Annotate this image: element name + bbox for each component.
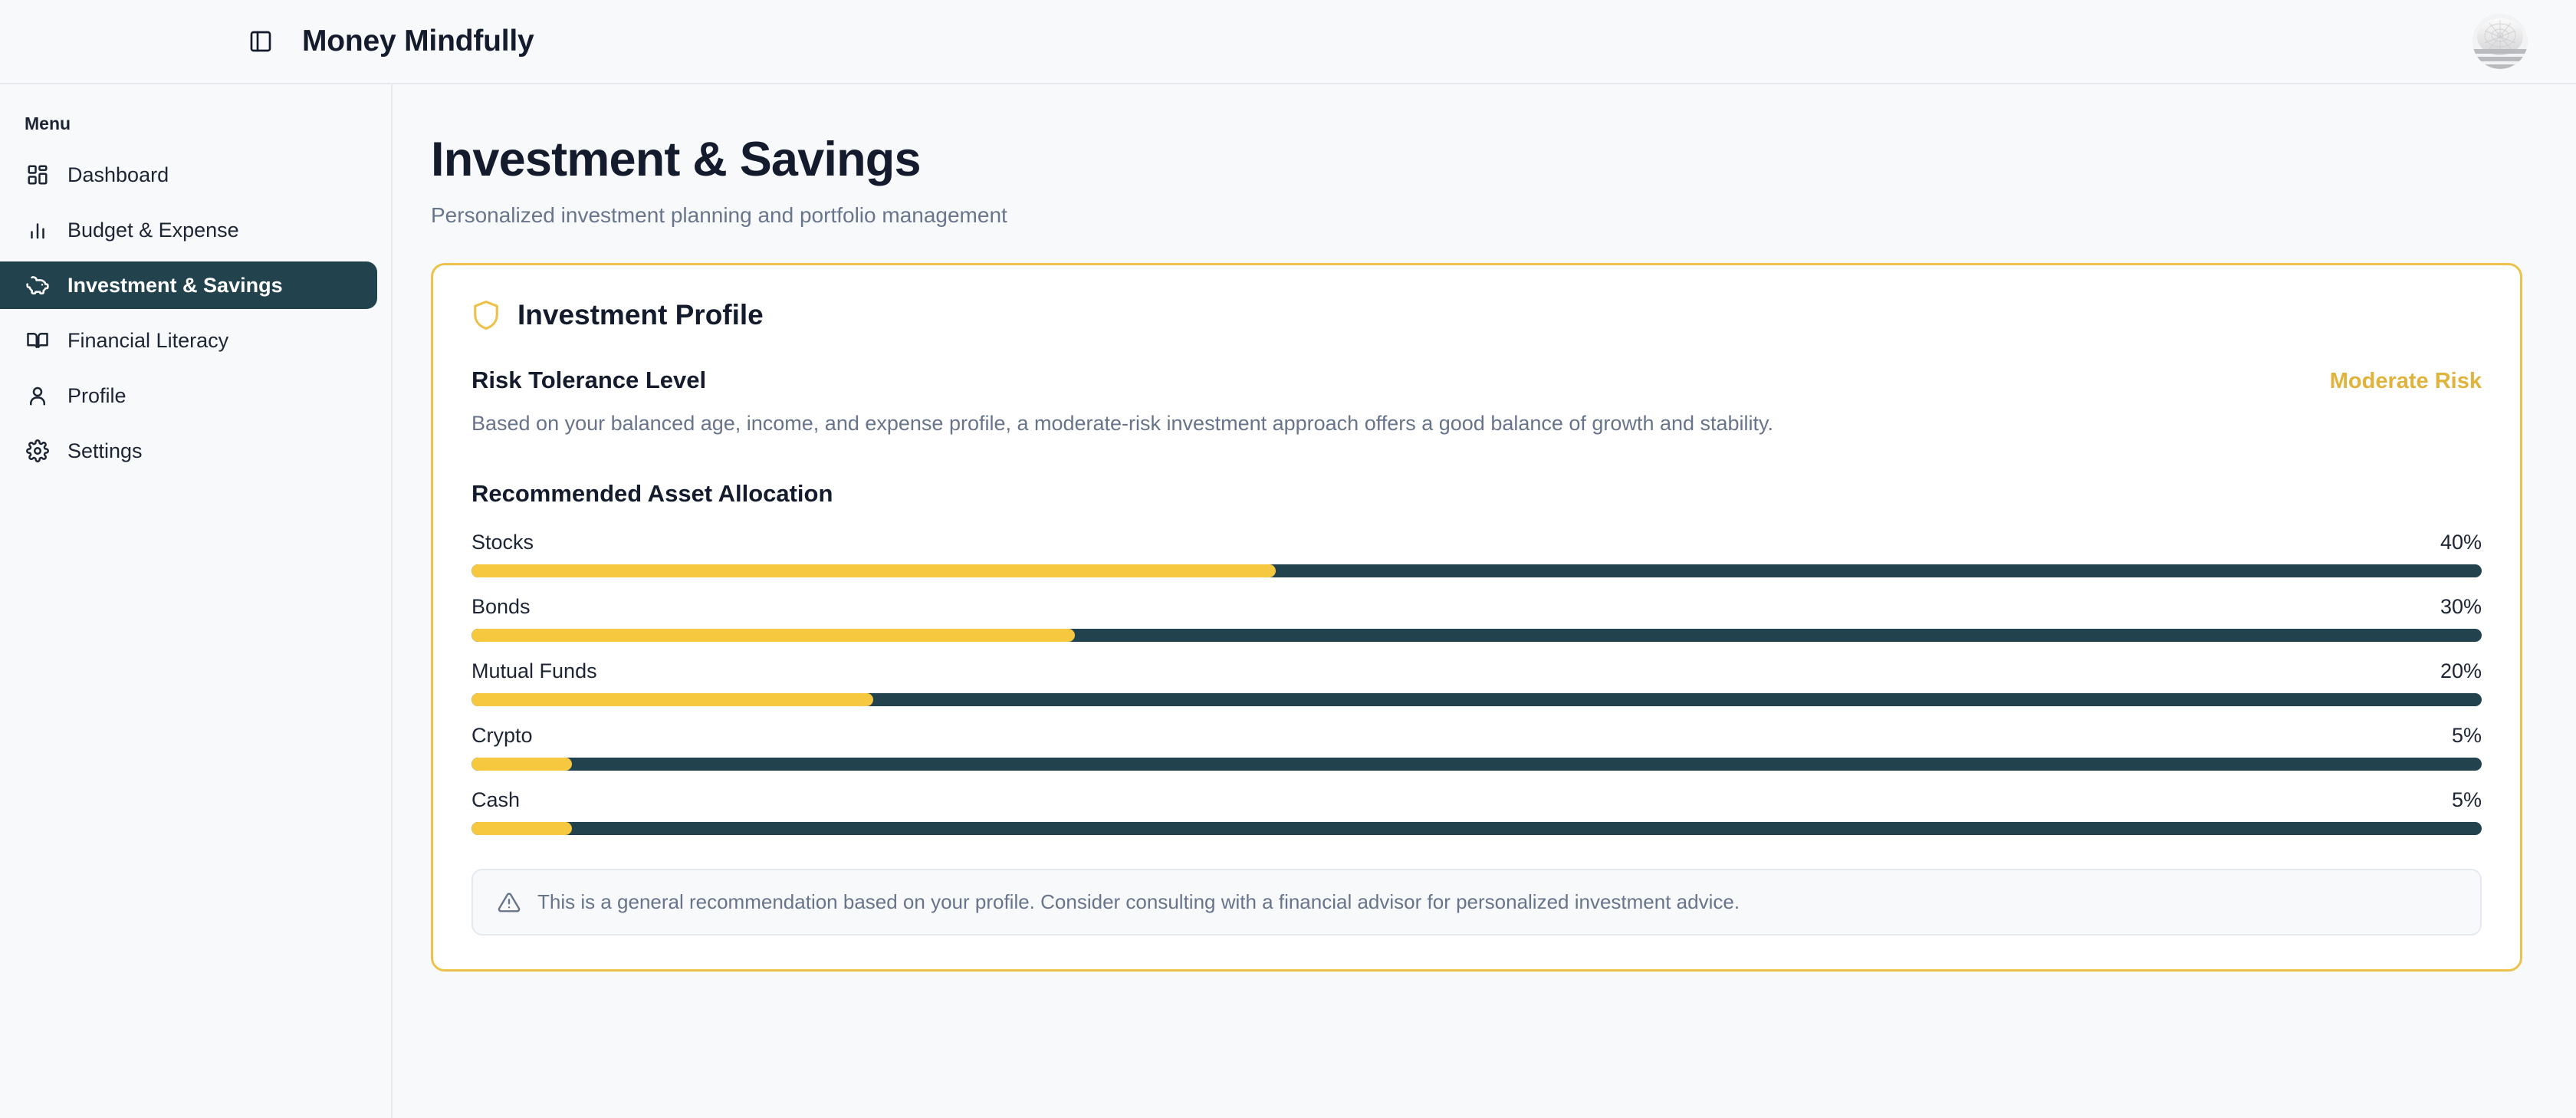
allocation-percent: 20% <box>2440 659 2482 682</box>
allocation-row: Mutual Funds 20% <box>472 659 2482 706</box>
bar-chart-icon <box>25 217 51 243</box>
allocation-bar-track <box>472 758 2482 771</box>
allocation-row: Crypto 5% <box>472 724 2482 771</box>
sidebar-item-label: Dashboard <box>67 163 169 186</box>
allocation-bar-track <box>472 822 2482 835</box>
sidebar-item-label: Investment & Savings <box>67 273 283 297</box>
allocation-heading: Recommended Asset Allocation <box>472 480 833 507</box>
page-subtitle: Personalized investment planning and por… <box>431 203 1007 227</box>
card-title: Investment Profile <box>518 299 764 330</box>
sidebar-toggle-button[interactable] <box>244 25 278 58</box>
allocation-percent: 5% <box>2451 788 2482 811</box>
sidebar-item-label: Profile <box>67 383 127 407</box>
sidebar-item-label: Settings <box>67 439 143 462</box>
allocation-percent: 40% <box>2440 531 2482 554</box>
allocation-bar-fill <box>472 629 1075 642</box>
top-bar: Money Mindfully <box>0 0 2576 84</box>
main-content: Investment & Savings Personalized invest… <box>394 84 2576 1118</box>
sidebar-item-label: Financial Literacy <box>67 328 229 352</box>
app-title: Money Mindfully <box>302 25 534 58</box>
allocation-bar-track <box>472 564 2482 577</box>
sidebar: Menu Dashboard Budget & Expense <box>0 84 393 1118</box>
allocation-row: Bonds 30% <box>472 595 2482 642</box>
allocation-percent: 5% <box>2451 724 2482 747</box>
gear-icon <box>25 438 51 464</box>
warning-triangle-icon <box>498 891 521 914</box>
allocation-bar-track <box>472 629 2482 642</box>
sidebar-item-budget-expense[interactable]: Budget & Expense <box>0 206 377 254</box>
sidebar-item-dashboard[interactable]: Dashboard <box>0 151 377 199</box>
user-avatar-image <box>2472 14 2528 69</box>
shield-icon <box>472 299 501 331</box>
allocation-bar-fill <box>472 758 573 771</box>
sidebar-item-settings[interactable]: Settings <box>0 427 377 475</box>
allocation-label: Mutual Funds <box>472 659 597 682</box>
panel-left-icon <box>248 29 273 54</box>
user-icon <box>25 383 51 409</box>
allocation-label: Bonds <box>472 595 531 618</box>
allocation-bar-fill <box>472 822 573 835</box>
investment-profile-card: Investment Profile Risk Tolerance Level … <box>431 263 2522 972</box>
book-open-icon <box>25 327 51 353</box>
risk-tolerance-row: Risk Tolerance Level Moderate Risk <box>472 367 2482 394</box>
allocation-label: Stocks <box>472 531 534 554</box>
grid-icon <box>25 162 51 188</box>
risk-description: Based on your balanced age, income, and … <box>472 412 1774 435</box>
allocation-bar-fill <box>472 564 1276 577</box>
sidebar-item-investment-savings[interactable]: Investment & Savings <box>0 261 377 309</box>
disclaimer-notice: This is a general recommendation based o… <box>472 869 2482 936</box>
sidebar-item-financial-literacy[interactable]: Financial Literacy <box>0 317 377 364</box>
allocation-percent: 30% <box>2440 595 2482 618</box>
risk-tolerance-heading: Risk Tolerance Level <box>472 367 707 393</box>
allocation-label: Cash <box>472 788 521 811</box>
allocation-row: Cash 5% <box>472 788 2482 835</box>
disclaimer-text: This is a general recommendation based o… <box>537 890 1740 913</box>
avatar[interactable] <box>2472 14 2528 69</box>
allocation-bar-fill <box>472 693 874 706</box>
risk-level-badge: Moderate Risk <box>2329 369 2482 393</box>
piggy-bank-icon <box>25 272 51 298</box>
card-header: Investment Profile <box>472 299 2482 331</box>
allocation-row: Stocks 40% <box>472 531 2482 577</box>
page-title: Investment & Savings <box>431 133 922 186</box>
sidebar-section-label: Menu <box>25 113 71 133</box>
sidebar-item-label: Budget & Expense <box>67 218 239 242</box>
allocation-bar-track <box>472 693 2482 706</box>
allocation-label: Crypto <box>472 724 533 747</box>
sidebar-item-profile[interactable]: Profile <box>0 372 377 419</box>
